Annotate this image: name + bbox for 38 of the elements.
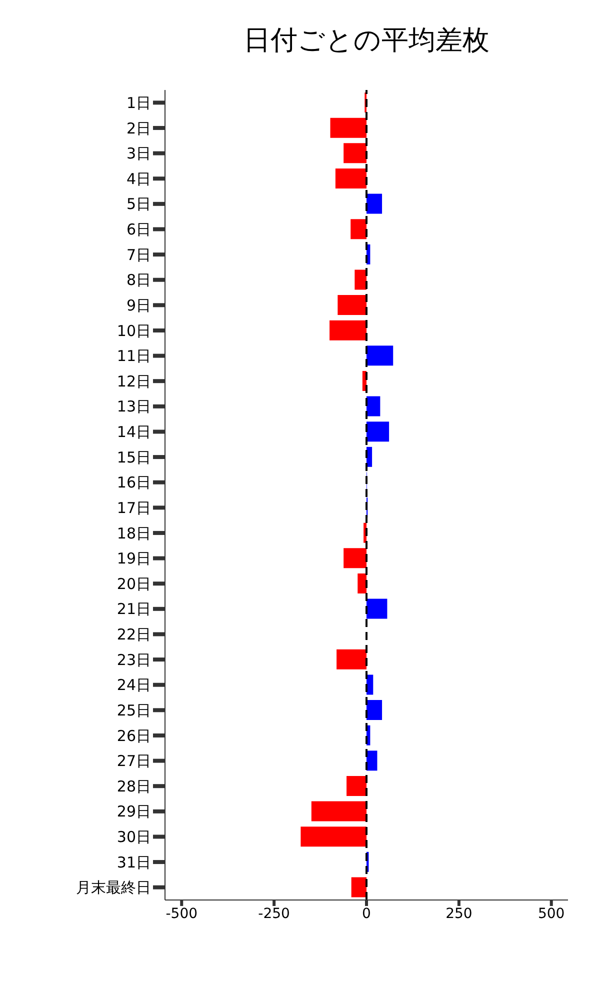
y-tick-label: 18日 (116, 524, 151, 542)
y-tick-label: 8日 (126, 271, 151, 290)
y-tick-label: 29日 (116, 802, 151, 821)
y-tick-label: 24日 (116, 676, 151, 694)
x-tick-label: 0 (362, 906, 371, 922)
y-tick-label: 20日 (116, 574, 151, 593)
x-tick-label: 250 (446, 906, 472, 922)
y-tick-label: 26日 (116, 726, 151, 745)
x-tick-label: 500 (538, 906, 565, 922)
y-tick-label: 4日 (126, 170, 151, 188)
y-tick-label: 10日 (116, 322, 151, 340)
x-tick-label: -250 (258, 906, 290, 922)
y-tick-label: 5日 (126, 195, 151, 214)
y-tick-label: 30日 (116, 828, 151, 846)
y-tick-label: 27日 (116, 752, 151, 770)
y-tick-label: 16日 (116, 474, 151, 492)
y-tick-label: 22日 (116, 626, 151, 644)
y-tick-label: 23日 (116, 650, 151, 669)
chart-title: 日付ごとの平均差枚 (242, 24, 490, 58)
y-tick-label: 7日 (126, 246, 151, 264)
y-tick-label: 25日 (116, 701, 151, 720)
y-tick-label: 11日 (116, 347, 151, 366)
y-tick-label: 12日 (116, 372, 151, 390)
y-tick-label: 9日 (126, 296, 151, 314)
y-tick-label: 13日 (116, 398, 151, 416)
y-tick-label: 14日 (116, 423, 151, 442)
y-tick-label: 2日 (126, 119, 151, 138)
y-tick-label: 28日 (116, 777, 151, 796)
y-tick-label: 3日 (126, 144, 151, 163)
x-tick-label: -500 (166, 906, 198, 922)
y-tick-label: 31日 (116, 853, 151, 872)
y-tick-label: 17日 (116, 498, 151, 517)
y-tick-label: 月末最終日 (76, 878, 151, 897)
y-tick-label: 6日 (126, 220, 151, 239)
y-tick-label: 19日 (116, 550, 151, 568)
y-tick-label: 21日 (116, 600, 151, 618)
y-tick-label: 1日 (126, 94, 151, 112)
y-tick-label: 15日 (116, 448, 151, 466)
